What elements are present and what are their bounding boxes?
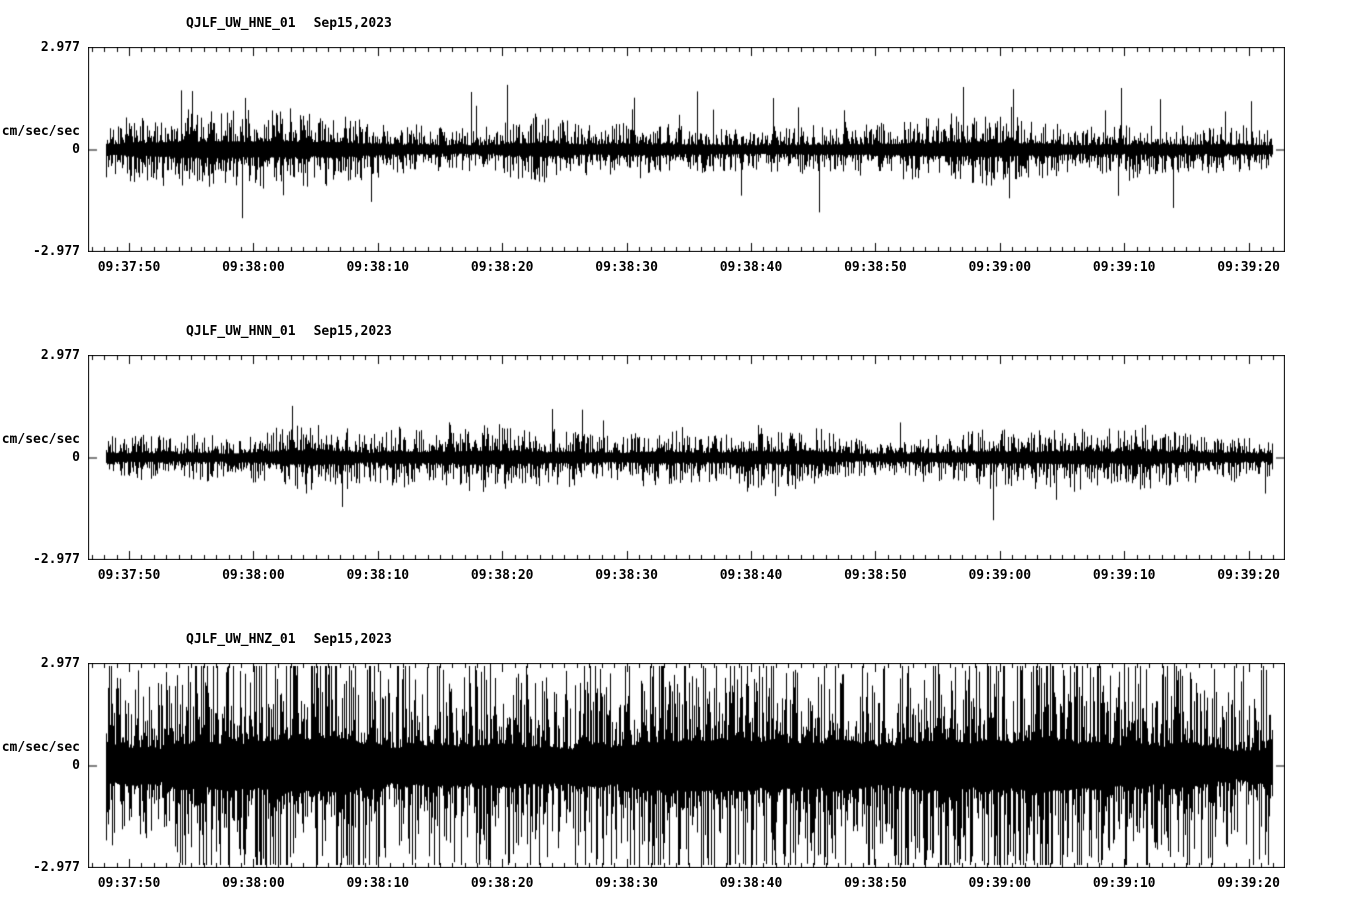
x-tick-label: 09:38:40 [719,260,783,275]
station-label: QJLF_UW_HNZ_01 [186,632,296,647]
y-max-label: 2.977 [40,348,80,363]
seismogram-panel-hne: QJLF_UW_HNE_01 Sep15,2023 2.977 cm/sec/se… [0,0,1358,308]
x-tick-label: 09:37:50 [97,876,161,891]
y-min-label: -2.977 [33,244,80,259]
x-axis-tick-labels: 09:37:50 09:38:00 09:38:10 09:38:20 09:38:30… [0,568,1358,586]
seismogram-panel-hnn: QJLF_UW_HNN_01 Sep15,2023 2.977 cm/sec/se… [0,308,1358,616]
x-tick-label: 09:38:00 [222,568,285,583]
y-max-label: 2.977 [40,656,80,671]
x-tick-label: 09:38:50 [844,876,907,891]
waveform-plot [88,355,1285,560]
y-axis-units-label: cm/sec/sec [1,124,80,139]
x-tick-label: 09:38:20 [470,260,534,275]
x-tick-label: 09:38:40 [719,876,783,891]
x-tick-label: 09:38:20 [470,568,534,583]
x-tick-label: 09:39:20 [1217,568,1280,583]
waveform-plot [88,663,1285,868]
y-zero-label: 0 [72,142,80,157]
x-tick-label: 09:39:00 [968,260,1032,275]
x-axis-tick-labels: 09:37:50 09:38:00 09:38:10 09:38:20 09:38:30… [0,260,1358,278]
y-axis-units-label: cm/sec/sec [1,432,80,447]
x-tick-label: 09:38:00 [222,260,285,275]
x-tick-label: 09:39:10 [1092,876,1156,891]
y-axis-units-label: cm/sec/sec [1,740,80,755]
date-label: Sep15,2023 [313,16,392,31]
panel-title: QJLF_UW_HNN_01 Sep15,2023 [186,324,392,339]
x-tick-label: 09:38:20 [470,876,534,891]
x-tick-label: 09:38:30 [595,568,658,583]
waveform-plot [88,47,1285,252]
x-tick-label: 09:38:50 [844,568,907,583]
x-tick-label: 09:38:10 [346,568,410,583]
x-tick-label: 09:39:00 [968,568,1032,583]
y-min-label: -2.977 [33,552,80,567]
y-zero-label: 0 [72,450,80,465]
x-tick-label: 09:38:10 [346,260,410,275]
panel-title: QJLF_UW_HNE_01 Sep15,2023 [186,16,392,31]
x-tick-label: 09:38:50 [844,260,907,275]
x-tick-label: 09:38:10 [346,876,410,891]
x-tick-label: 09:37:50 [97,568,161,583]
date-label: Sep15,2023 [313,632,392,647]
x-tick-label: 09:39:00 [968,876,1032,891]
y-max-label: 2.977 [40,40,80,55]
x-tick-label: 09:39:10 [1092,568,1156,583]
panel-title: QJLF_UW_HNZ_01 Sep15,2023 [186,632,392,647]
x-tick-label: 09:37:50 [97,260,161,275]
x-tick-label: 09:39:20 [1217,876,1280,891]
y-zero-label: 0 [72,758,80,773]
x-tick-label: 09:39:20 [1217,260,1280,275]
x-tick-label: 09:39:10 [1092,260,1156,275]
seismogram-panel-hnz: QJLF_UW_HNZ_01 Sep15,2023 2.977 cm/sec/se… [0,616,1358,924]
station-label: QJLF_UW_HNE_01 [186,16,296,31]
y-min-label: -2.977 [33,860,80,875]
x-tick-label: 09:38:00 [222,876,285,891]
x-axis-tick-labels: 09:37:50 09:38:00 09:38:10 09:38:20 09:38:30… [0,876,1358,894]
x-tick-label: 09:38:30 [595,260,658,275]
date-label: Sep15,2023 [313,324,392,339]
x-tick-label: 09:38:40 [719,568,783,583]
x-tick-label: 09:38:30 [595,876,658,891]
station-label: QJLF_UW_HNN_01 [186,324,296,339]
